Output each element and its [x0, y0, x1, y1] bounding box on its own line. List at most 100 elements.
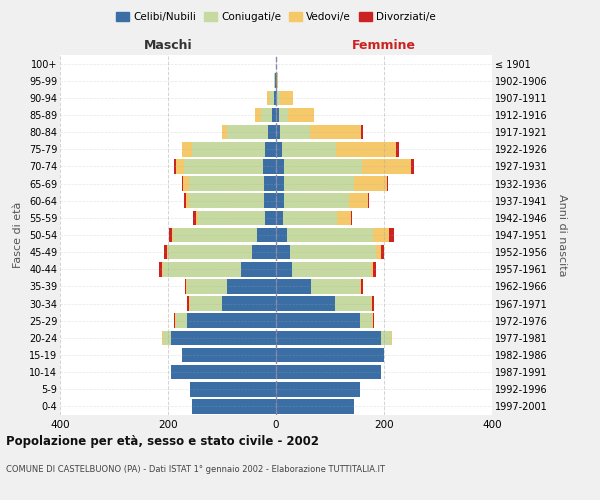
- Bar: [193, 142, 265, 156]
- Bar: [171, 330, 276, 345]
- Bar: [163, 330, 171, 345]
- Bar: [256, 108, 261, 122]
- Bar: [276, 159, 284, 174]
- Bar: [276, 210, 283, 225]
- Text: Popolazione per età, sesso e stato civile - 2002: Popolazione per età, sesso e stato civil…: [6, 435, 319, 448]
- Bar: [389, 228, 394, 242]
- Bar: [284, 194, 349, 208]
- Bar: [382, 330, 391, 345]
- Bar: [350, 210, 352, 225]
- Bar: [289, 108, 314, 122]
- Bar: [265, 142, 276, 156]
- Bar: [337, 210, 350, 225]
- Bar: [186, 279, 187, 293]
- Bar: [276, 279, 311, 293]
- Bar: [283, 210, 337, 225]
- Bar: [187, 314, 276, 328]
- Bar: [387, 176, 388, 191]
- Bar: [161, 330, 163, 345]
- Bar: [171, 365, 276, 380]
- Bar: [183, 176, 188, 191]
- Bar: [185, 279, 186, 293]
- Bar: [276, 142, 283, 156]
- Bar: [175, 314, 176, 328]
- Bar: [270, 90, 274, 105]
- Bar: [373, 262, 376, 276]
- Bar: [174, 314, 175, 328]
- Bar: [184, 194, 186, 208]
- Bar: [172, 228, 173, 242]
- Bar: [257, 228, 276, 242]
- Bar: [169, 228, 172, 242]
- Bar: [252, 245, 276, 260]
- Bar: [186, 194, 188, 208]
- Bar: [292, 262, 371, 276]
- Bar: [361, 125, 363, 140]
- Bar: [222, 296, 276, 311]
- Bar: [276, 228, 287, 242]
- Bar: [280, 90, 293, 105]
- Bar: [283, 142, 337, 156]
- Bar: [182, 176, 183, 191]
- Bar: [193, 210, 196, 225]
- Bar: [277, 74, 278, 88]
- Bar: [287, 228, 373, 242]
- Bar: [391, 330, 392, 345]
- Bar: [360, 279, 361, 293]
- Bar: [263, 159, 276, 174]
- Bar: [272, 108, 276, 122]
- Bar: [276, 365, 382, 380]
- Bar: [173, 228, 257, 242]
- Bar: [278, 108, 289, 122]
- Bar: [222, 125, 227, 140]
- Bar: [264, 194, 276, 208]
- Bar: [190, 296, 222, 311]
- Bar: [362, 159, 411, 174]
- Bar: [184, 159, 263, 174]
- Bar: [268, 90, 270, 105]
- Bar: [373, 314, 374, 328]
- Bar: [241, 262, 276, 276]
- Bar: [265, 210, 276, 225]
- Bar: [360, 314, 371, 328]
- Bar: [268, 125, 276, 140]
- Bar: [310, 125, 361, 140]
- Bar: [290, 245, 376, 260]
- Bar: [227, 125, 268, 140]
- Bar: [227, 279, 276, 293]
- Bar: [396, 142, 398, 156]
- Bar: [349, 194, 368, 208]
- Bar: [371, 296, 374, 311]
- Bar: [274, 90, 276, 105]
- Bar: [276, 296, 335, 311]
- Bar: [354, 176, 386, 191]
- Bar: [168, 245, 252, 260]
- Bar: [187, 279, 227, 293]
- Bar: [276, 314, 360, 328]
- Bar: [175, 159, 176, 174]
- Y-axis label: Anni di nascita: Anni di nascita: [557, 194, 567, 276]
- Text: COMUNE DI CASTELBUONO (PA) - Dati ISTAT 1° gennaio 2002 - Elaborazione TUTTITALI: COMUNE DI CASTELBUONO (PA) - Dati ISTAT …: [6, 465, 385, 474]
- Bar: [274, 74, 275, 88]
- Bar: [311, 279, 360, 293]
- Text: Femmine: Femmine: [352, 38, 416, 52]
- Bar: [161, 262, 163, 276]
- Bar: [276, 125, 280, 140]
- Bar: [284, 176, 354, 191]
- Bar: [163, 262, 241, 276]
- Bar: [368, 194, 370, 208]
- Bar: [371, 262, 373, 276]
- Text: Maschi: Maschi: [143, 38, 193, 52]
- Bar: [276, 348, 384, 362]
- Bar: [276, 330, 382, 345]
- Bar: [276, 176, 284, 191]
- Bar: [182, 348, 276, 362]
- Bar: [187, 296, 188, 311]
- Bar: [188, 176, 264, 191]
- Bar: [276, 108, 278, 122]
- Bar: [337, 142, 396, 156]
- Bar: [198, 210, 265, 225]
- Bar: [176, 314, 187, 328]
- Bar: [159, 262, 161, 276]
- Bar: [373, 228, 389, 242]
